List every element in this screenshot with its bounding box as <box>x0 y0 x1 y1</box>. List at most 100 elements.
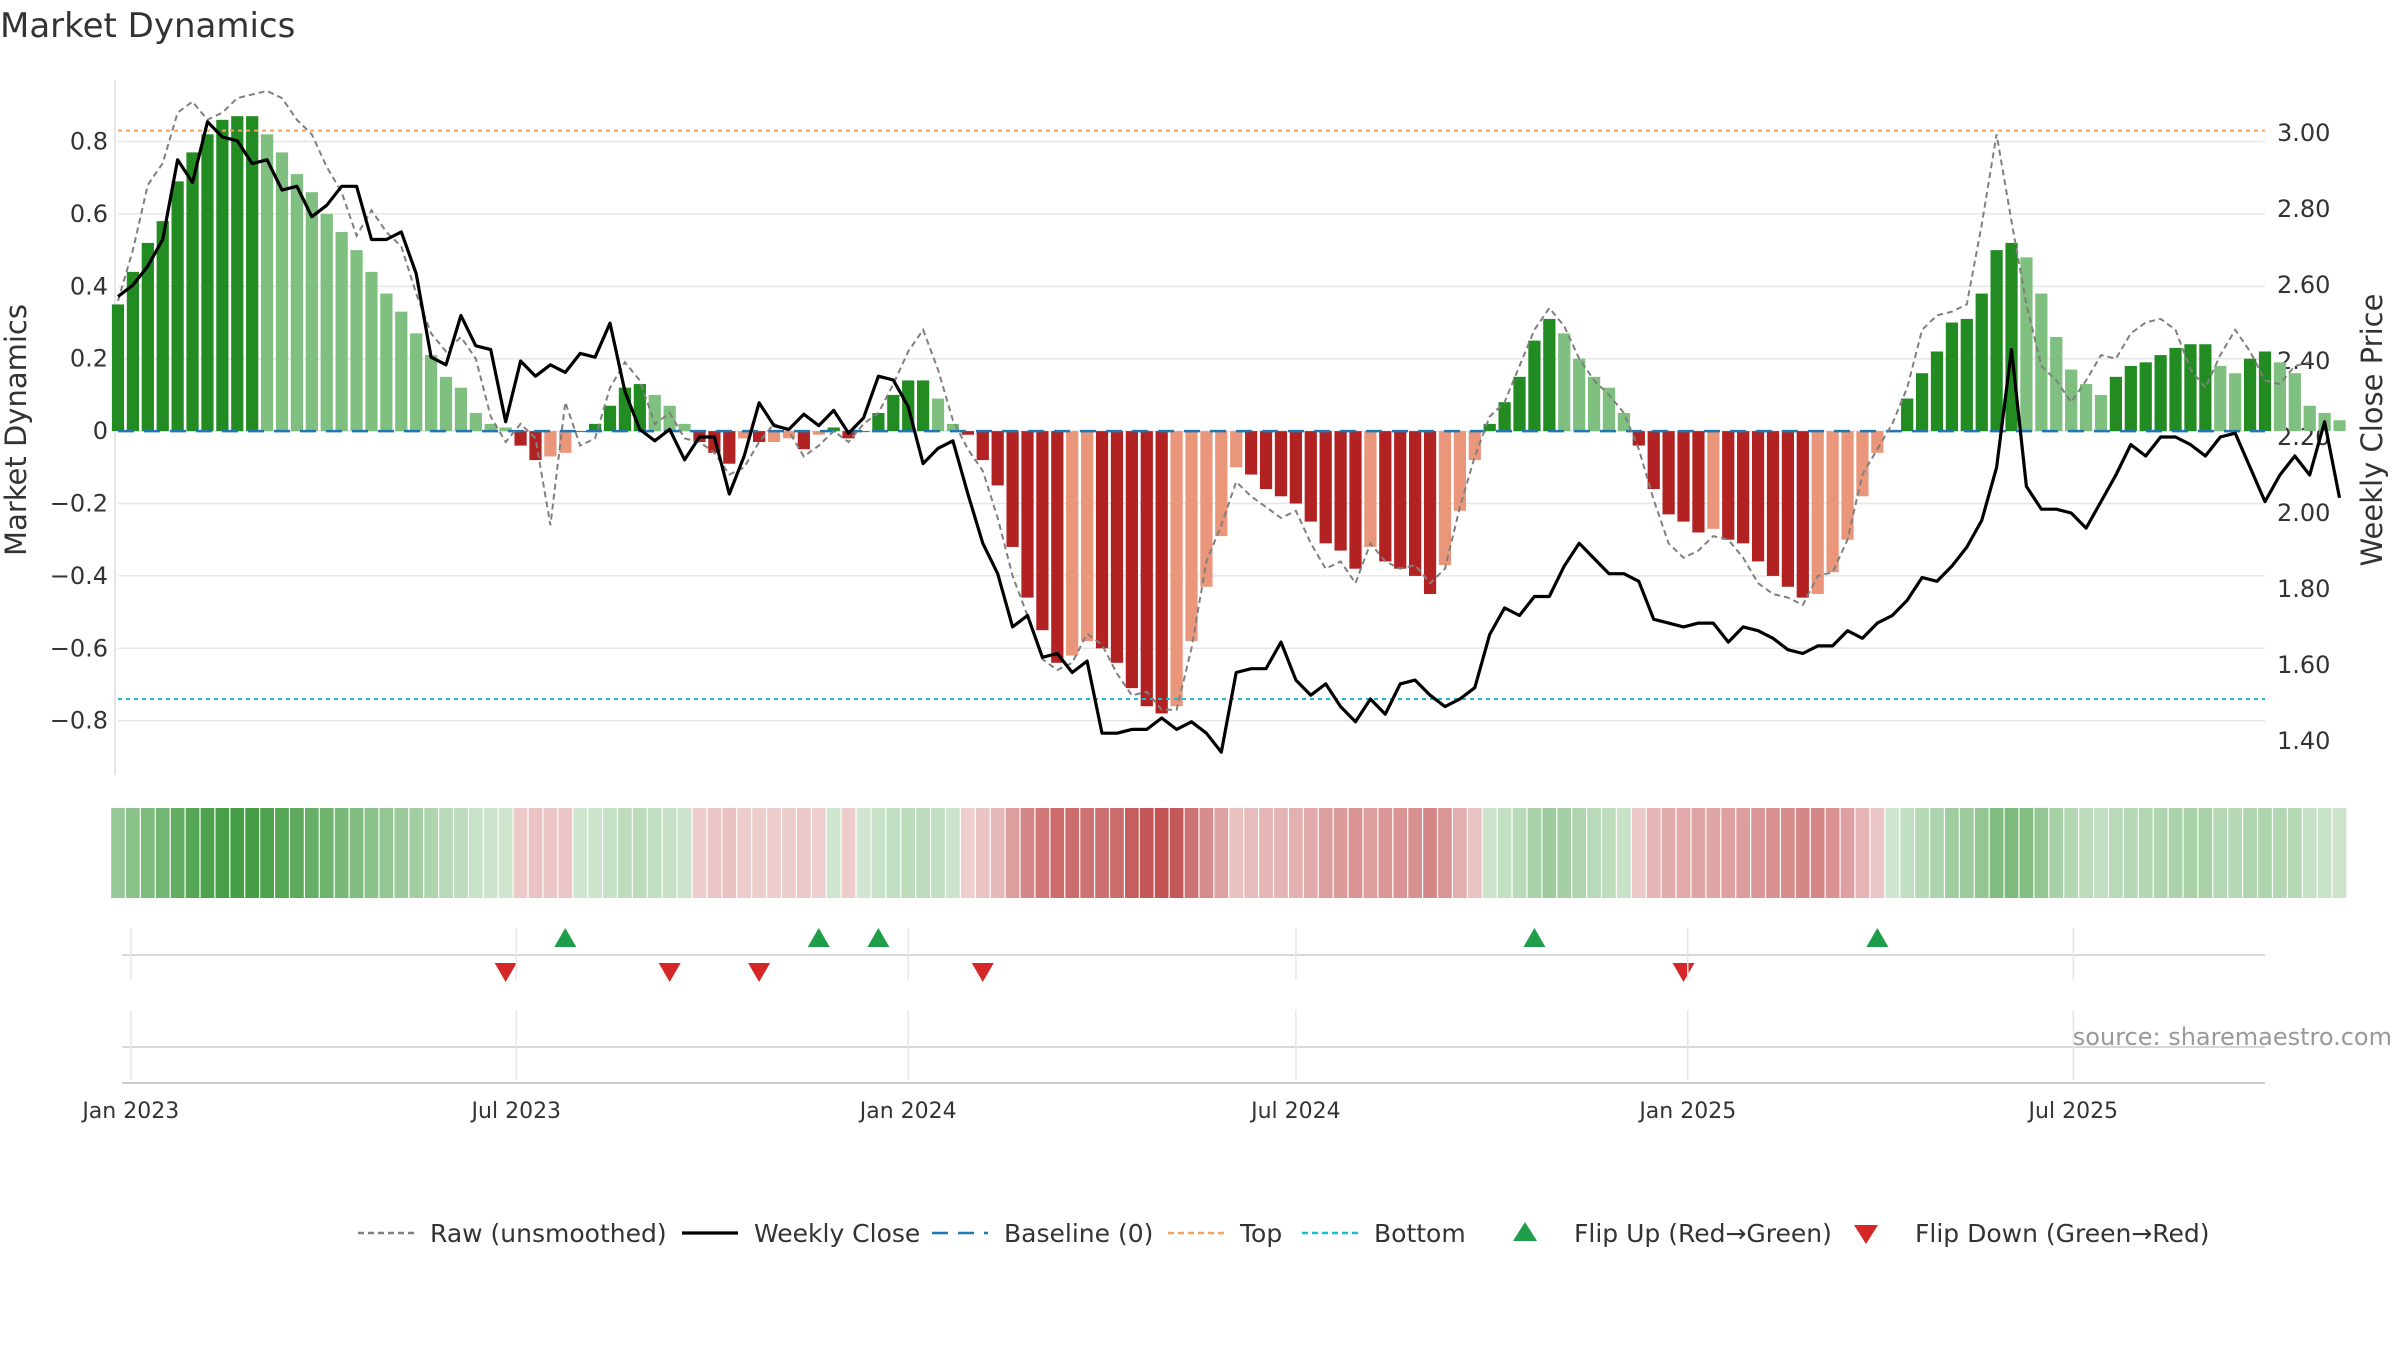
y-tick-label-7: −0.6 <box>50 634 108 662</box>
heat-strip-cell <box>1691 808 1706 898</box>
dynamics-bar <box>1632 431 1645 446</box>
dynamics-bar <box>469 413 482 432</box>
x-tick-label-3: Jul 2024 <box>1249 1099 1341 1124</box>
dynamics-bar <box>2273 362 2287 432</box>
flip-up-marker <box>1866 928 1889 947</box>
dynamics-bar <box>797 431 810 450</box>
heat-strip-cell <box>498 808 513 898</box>
heat-strip-cell <box>1363 808 1378 898</box>
heat-strip-cell <box>200 808 215 898</box>
dynamics-bar <box>1066 431 1079 656</box>
dynamics-bar <box>723 431 736 464</box>
heat-strip-cell <box>409 808 424 898</box>
heat-strip-cell <box>856 808 871 898</box>
dynamics-bar <box>1781 431 1795 587</box>
dynamics-bar <box>1915 373 1929 432</box>
heat-strip-cell <box>2332 808 2347 898</box>
heat-strip-cell <box>2213 808 2228 898</box>
heat-strip-cell <box>1497 808 1512 898</box>
heat-strip-cell <box>811 808 826 898</box>
heat-strip-cell <box>1110 808 1124 898</box>
heat-strip-cell <box>1348 808 1363 898</box>
legend-label-4: Bottom <box>1374 1219 1466 1248</box>
heat-strip-cell <box>737 808 752 898</box>
dynamics-bar <box>1707 431 1720 529</box>
dynamics-bar <box>2050 337 2063 432</box>
dynamics-bar <box>2214 365 2227 432</box>
dynamics-bar <box>216 119 229 432</box>
dynamics-bar <box>1498 402 1511 432</box>
heat-strip-cell <box>1900 808 1915 898</box>
dynamics-bar <box>1841 431 1854 540</box>
y2-tick-label-2: 2.60 <box>2277 271 2330 299</box>
heat-strip-cell <box>1289 808 1303 898</box>
heat-strip-cell <box>618 808 632 898</box>
heat-strip-cell <box>2138 808 2153 898</box>
heat-strip-cell <box>394 808 409 898</box>
dynamics-bar <box>678 423 691 432</box>
heat-strip-cell <box>483 808 498 898</box>
heat-strip-cell <box>1199 808 1214 898</box>
dynamics-bar <box>1081 431 1094 642</box>
dynamics-bar <box>1811 431 1824 595</box>
heat-strip-cell <box>1184 808 1199 898</box>
heat-strip-cell <box>2183 808 2198 898</box>
heat-strip-cell <box>1825 808 1840 898</box>
heat-strip-cell <box>1214 808 1229 898</box>
heat-strip-cell <box>1035 808 1050 898</box>
dynamics-bar <box>2109 376 2123 432</box>
heat-strip-cell <box>901 808 916 898</box>
heat-strip-cell <box>2228 808 2243 898</box>
heat-strip-cell <box>1065 808 1080 898</box>
dynamics-bar <box>663 405 676 432</box>
dynamics-bar <box>588 423 602 432</box>
legend-label-1: Weekly Close <box>754 1219 920 1248</box>
y2-axis-label: Weekly Close Price <box>2355 294 2389 567</box>
dynamics-bar <box>1349 431 1362 569</box>
heat-strip-cell <box>692 808 707 898</box>
dynamics-bar <box>186 152 199 432</box>
heat-strip-cell <box>1766 808 1780 898</box>
y2-tick-label-5: 2.00 <box>2277 499 2330 527</box>
dynamics-bar <box>335 232 348 432</box>
x-tick-label-5: Jul 2025 <box>2027 1099 2119 1124</box>
dynamics-bar <box>1722 431 1735 540</box>
heat-strip-cell <box>1095 808 1109 898</box>
dynamics-bar <box>1155 431 1168 714</box>
dynamics-bar <box>559 431 572 453</box>
dynamics-bar <box>2199 344 2212 432</box>
heat-strip-cell <box>439 808 453 898</box>
heat-strip-cell <box>140 808 155 898</box>
legend-label-0: Raw (unsmoothed) <box>430 1219 667 1248</box>
dynamics-bar <box>2154 355 2167 432</box>
dynamics-bar <box>1394 431 1407 569</box>
y-tick-label-1: 0.6 <box>70 200 108 228</box>
heat-strip-cell <box>1125 808 1139 898</box>
heat-strip-cell <box>796 808 811 898</box>
heat-strip-cell <box>1587 808 1601 898</box>
dynamics-bar <box>350 250 363 432</box>
heat-strip-cell <box>1945 808 1959 898</box>
heat-strip-cell <box>1274 808 1288 898</box>
heat-strip-cell <box>767 808 781 898</box>
heat-strip-cell <box>662 808 677 898</box>
dynamics-bar <box>1259 431 1273 490</box>
dynamics-bar <box>991 431 1004 486</box>
heat-strip-cell <box>126 808 140 898</box>
heat-strip-cell <box>1795 808 1810 898</box>
dynamics-bar <box>320 213 333 432</box>
heat-strip-cell <box>886 808 901 898</box>
heat-strip-cell <box>2094 808 2108 898</box>
heat-strip-cell <box>960 808 975 898</box>
dynamics-bar <box>2124 365 2137 432</box>
dynamics-bar <box>126 271 140 432</box>
heat-strip-cell <box>871 808 886 898</box>
dynamics-bar <box>141 242 154 432</box>
dynamics-bar <box>1140 431 1153 707</box>
dynamics-bar <box>1170 431 1183 707</box>
source-watermark: source: sharemaestro.com <box>2073 1023 2392 1051</box>
y2-tick-label-6: 1.80 <box>2277 575 2330 603</box>
x-tick-label-0: Jan 2023 <box>80 1099 179 1124</box>
dynamics-bar <box>1602 387 1616 432</box>
dynamics-bar <box>2229 373 2242 432</box>
